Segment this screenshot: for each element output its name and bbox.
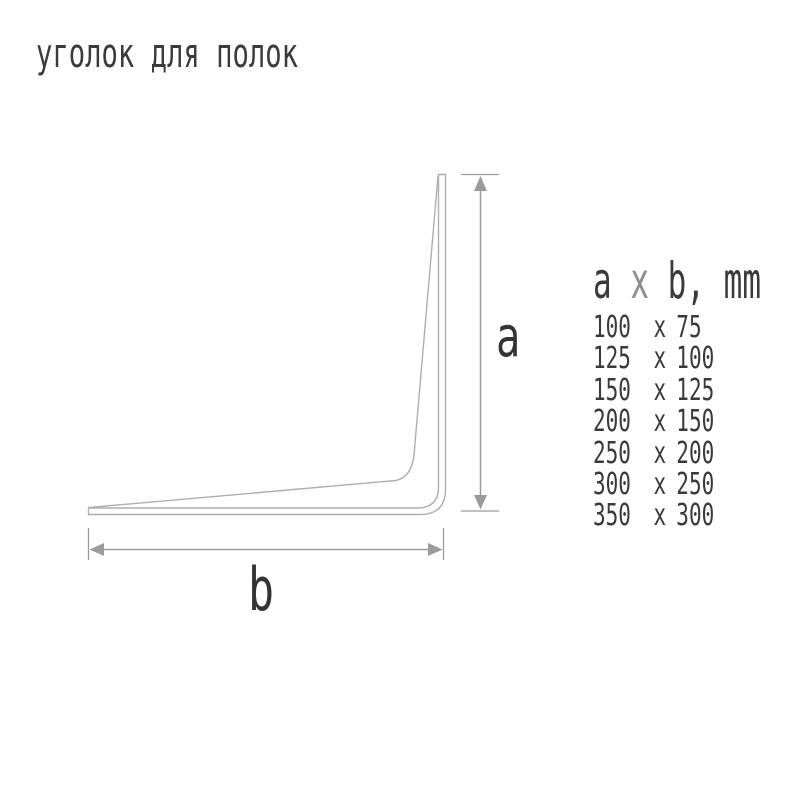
cell-separator: x xyxy=(653,498,667,534)
dimension-a-arrow-down-icon xyxy=(474,495,487,510)
dimension-label-b: b xyxy=(248,555,275,625)
table-row: 350 x 300 xyxy=(593,498,766,534)
dimension-label-a: a xyxy=(496,305,521,370)
table-row: 300 x 250 xyxy=(593,466,766,502)
size-table-header: a x b, mm xyxy=(593,256,800,306)
bracket-outline xyxy=(87,173,447,516)
cell-a: 200 xyxy=(593,404,631,440)
cell-b: 250 xyxy=(676,466,715,502)
cell-b: 150 xyxy=(676,404,715,440)
dimension-b-arrow-right-icon xyxy=(428,543,443,556)
table-row: 125 x 100 xyxy=(593,341,766,377)
cell-a: 100 xyxy=(593,310,631,345)
cell-separator: x xyxy=(653,310,667,345)
cell-b: 300 xyxy=(676,498,715,534)
cell-b: 75 xyxy=(676,310,702,345)
size-table-rows: 100 x 75 125 x 100 150 x 125 200 x 150 250 x 200 3… xyxy=(593,312,766,532)
table-row: 150 x 125 xyxy=(593,372,766,408)
cell-separator: x xyxy=(653,404,667,440)
bracket-rib-line xyxy=(88,175,439,509)
table-row: 250 x 200 xyxy=(593,435,766,471)
cell-a: 300 xyxy=(593,466,631,502)
header-b-mm: b, mm xyxy=(649,252,761,310)
header-x: x xyxy=(630,252,650,310)
table-row: 100 x 75 xyxy=(593,310,766,345)
cell-separator: x xyxy=(653,466,667,502)
cell-separator: x xyxy=(653,435,667,471)
cell-a: 250 xyxy=(593,435,631,471)
dimension-b-arrow-left-icon xyxy=(89,543,104,556)
dimension-a-arrow-up-icon xyxy=(474,176,487,191)
cell-separator: x xyxy=(653,372,667,408)
page-title: уголок для полок xyxy=(36,34,421,74)
cell-b: 200 xyxy=(676,435,715,471)
table-row: 200 x 150 xyxy=(593,404,766,440)
cell-a: 150 xyxy=(593,372,631,408)
cell-a: 125 xyxy=(593,341,631,377)
header-a: a xyxy=(593,252,631,310)
cell-a: 350 xyxy=(593,498,631,534)
page-title-text: уголок для полок xyxy=(36,31,299,77)
cell-separator: x xyxy=(653,341,667,377)
cell-b: 100 xyxy=(676,341,715,377)
cell-b: 125 xyxy=(676,372,715,408)
